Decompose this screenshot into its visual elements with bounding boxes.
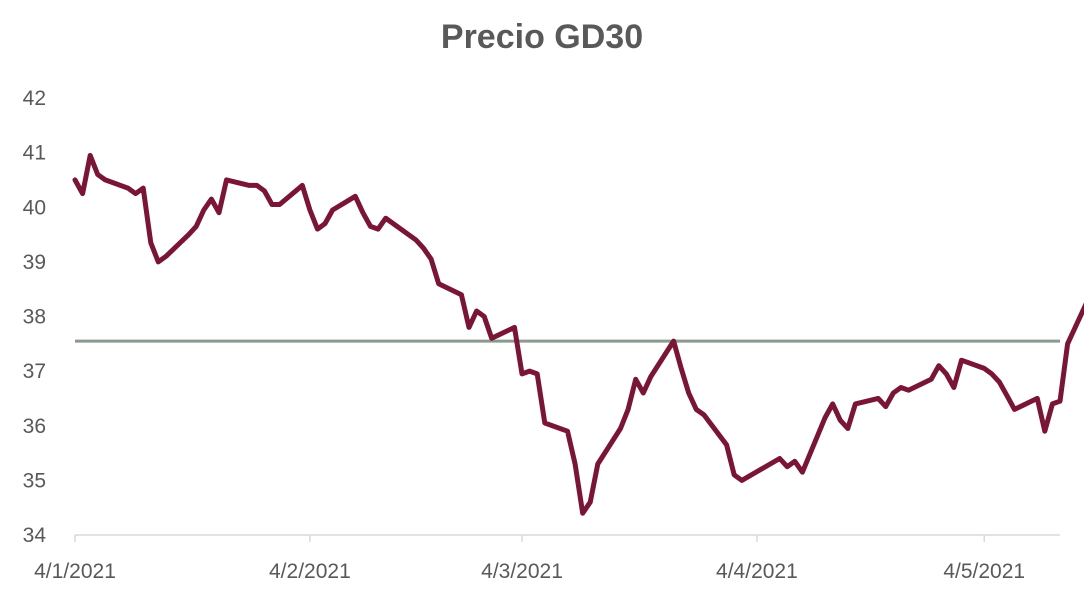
x-tick-label: 4/5/2021 [943,560,1025,583]
x-axis-ticks: 4/1/2021 4/2/2021 4/3/2021 4/4/2021 4/5/2021 [34,535,1025,583]
y-tick-label: 42 [23,87,46,110]
chart-title: Precio GD30 [440,18,644,56]
x-tick-label: 4/2/2021 [269,560,351,583]
y-tick-label: 38 [23,306,46,329]
x-tick-label: 4/1/2021 [34,560,116,583]
series-line [72,152,1084,516]
y-tick-label: 39 [23,251,46,274]
y-tick-label: 41 [23,142,46,165]
y-tick-label: 37 [23,360,46,383]
y-tick-label: 40 [23,196,46,219]
x-tick-label: 4/4/2021 [716,560,798,583]
x-tick-label: 4/3/2021 [481,560,563,583]
y-tick-label: 35 [23,469,46,492]
y-axis-ticks: 34 35 36 37 38 39 40 41 42 [23,87,47,547]
y-tick-label: 34 [23,524,47,547]
y-tick-label: 36 [23,415,46,438]
